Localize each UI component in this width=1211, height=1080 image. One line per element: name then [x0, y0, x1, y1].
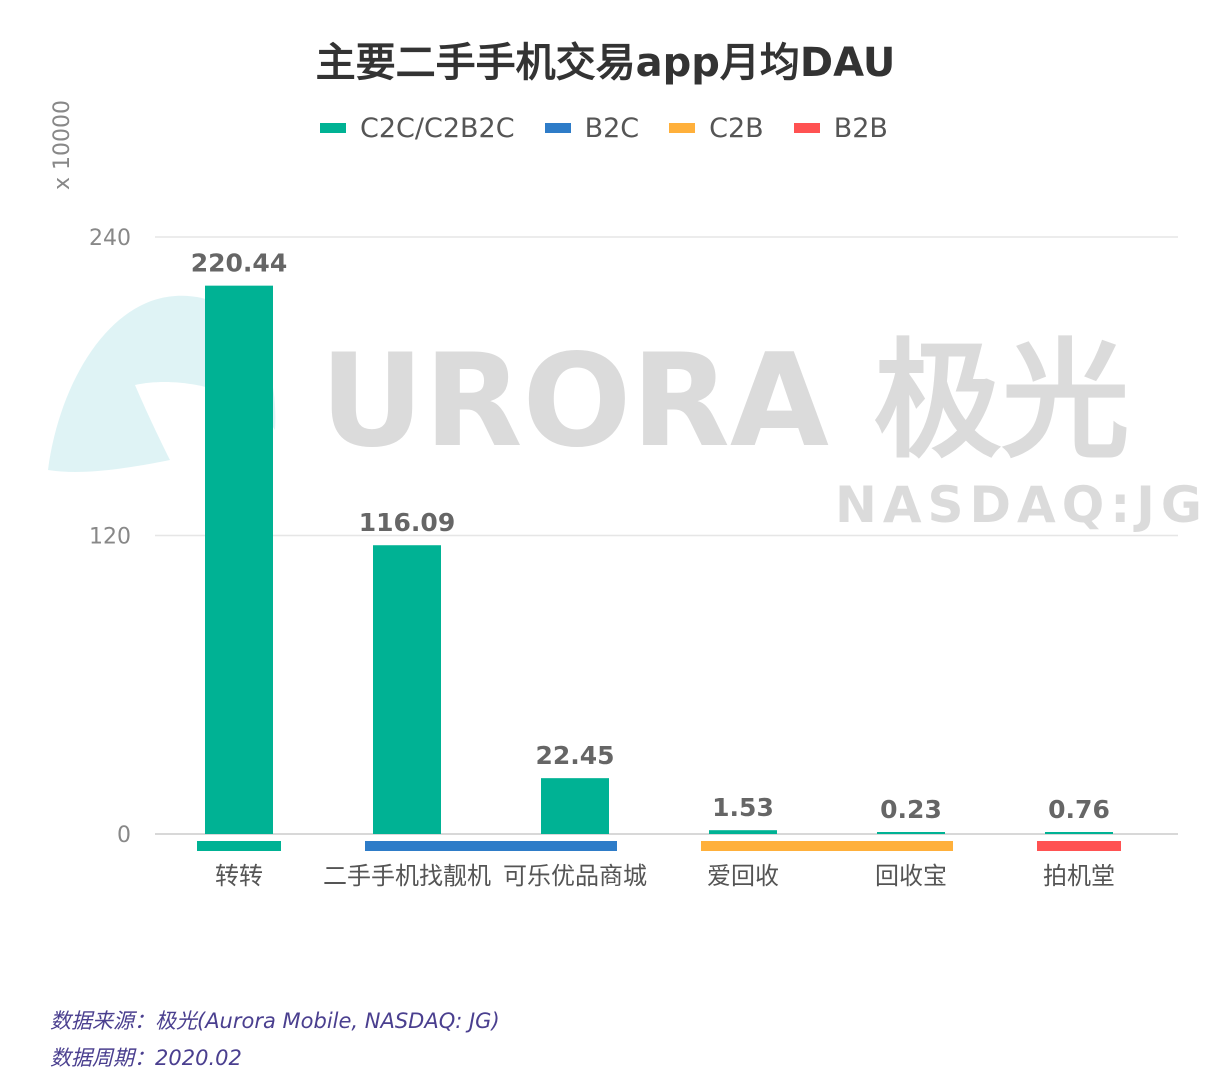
x-tick-label-0: 转转 [215, 862, 263, 890]
legend-label-c2b: C2B [709, 112, 764, 144]
legend-swatch-b2c [544, 123, 571, 133]
legend-item-c2b[interactable]: C2B [669, 113, 764, 144]
x-tick-label-3: 爱回收 [707, 862, 779, 890]
bar-1[interactable] [373, 545, 441, 834]
legend-label-b2c: B2C [584, 112, 640, 144]
period-note: 数据周期：2020.02 [50, 1046, 242, 1070]
source-note: 数据来源：极光(Aurora Mobile, NASDAQ: JG) [50, 1009, 500, 1033]
value-label-5: 0.76 [1048, 795, 1110, 824]
chart-title: 主要二手手机交易app月均DAU [315, 40, 896, 86]
legend-swatch-c2b [669, 123, 696, 133]
legend-label-b2b: B2B [833, 112, 888, 144]
legend-item-b2c[interactable]: B2C [544, 112, 640, 144]
x-tick-label-1: 二手手机找靓机 [323, 862, 491, 890]
group-underline-0 [197, 841, 281, 851]
bar-chart-svg: URORA 极光 NASDAQ:JG 0 120 240 转转 二手手机找靓机 可乐优品… [48, 226, 1208, 890]
x-tick-label-4: 回收宝 [875, 862, 947, 890]
value-label-0: 220.44 [191, 249, 287, 278]
y-tick-label-240: 240 [89, 226, 131, 251]
y-axis-ticks: 0 120 240 [89, 226, 131, 848]
bar-4[interactable] [877, 832, 945, 834]
bars [205, 285, 1113, 834]
bar-5[interactable] [1045, 832, 1113, 834]
value-label-4: 0.23 [880, 795, 942, 824]
x-tick-label-5: 拍机堂 [1043, 862, 1115, 890]
bar-2[interactable] [541, 778, 609, 834]
value-label-1: 116.09 [359, 508, 455, 537]
watermark-brand: URORA 极光 [320, 327, 1130, 476]
legend-label-c2c: C2C/C2B2C [360, 112, 515, 144]
x-tick-label-2: 可乐优品商城 [503, 862, 647, 890]
legend: C2C/C2B2C B2C C2B B2B [320, 108, 918, 148]
value-label-2: 22.45 [535, 741, 614, 770]
legend-swatch-c2c [320, 123, 346, 133]
value-labels: 220.44 116.09 22.45 1.53 0.23 0.76 [191, 249, 1110, 824]
legend-item-c2c[interactable]: C2C/C2B2C [320, 113, 515, 144]
x-axis-labels: 转转 二手手机找靓机 可乐优品商城 爱回收 回收宝 拍机堂 [215, 862, 1115, 890]
category-group-underlines [197, 841, 1121, 851]
gridlines [155, 236, 1178, 835]
legend-item-b2b[interactable]: B2B [793, 112, 888, 144]
y-tick-label-0: 0 [117, 823, 131, 848]
group-underline-2 [701, 841, 953, 851]
group-underline-1 [365, 841, 617, 851]
group-underline-3 [1037, 841, 1121, 851]
watermark: URORA 极光 NASDAQ:JG [48, 295, 1208, 534]
legend-swatch-b2b [793, 123, 820, 133]
value-label-3: 1.53 [712, 793, 774, 822]
bar-3[interactable] [709, 830, 777, 834]
y-tick-label-120: 120 [89, 525, 131, 550]
watermark-ticker: NASDAQ:JG [835, 476, 1208, 534]
bar-0[interactable] [205, 285, 273, 834]
